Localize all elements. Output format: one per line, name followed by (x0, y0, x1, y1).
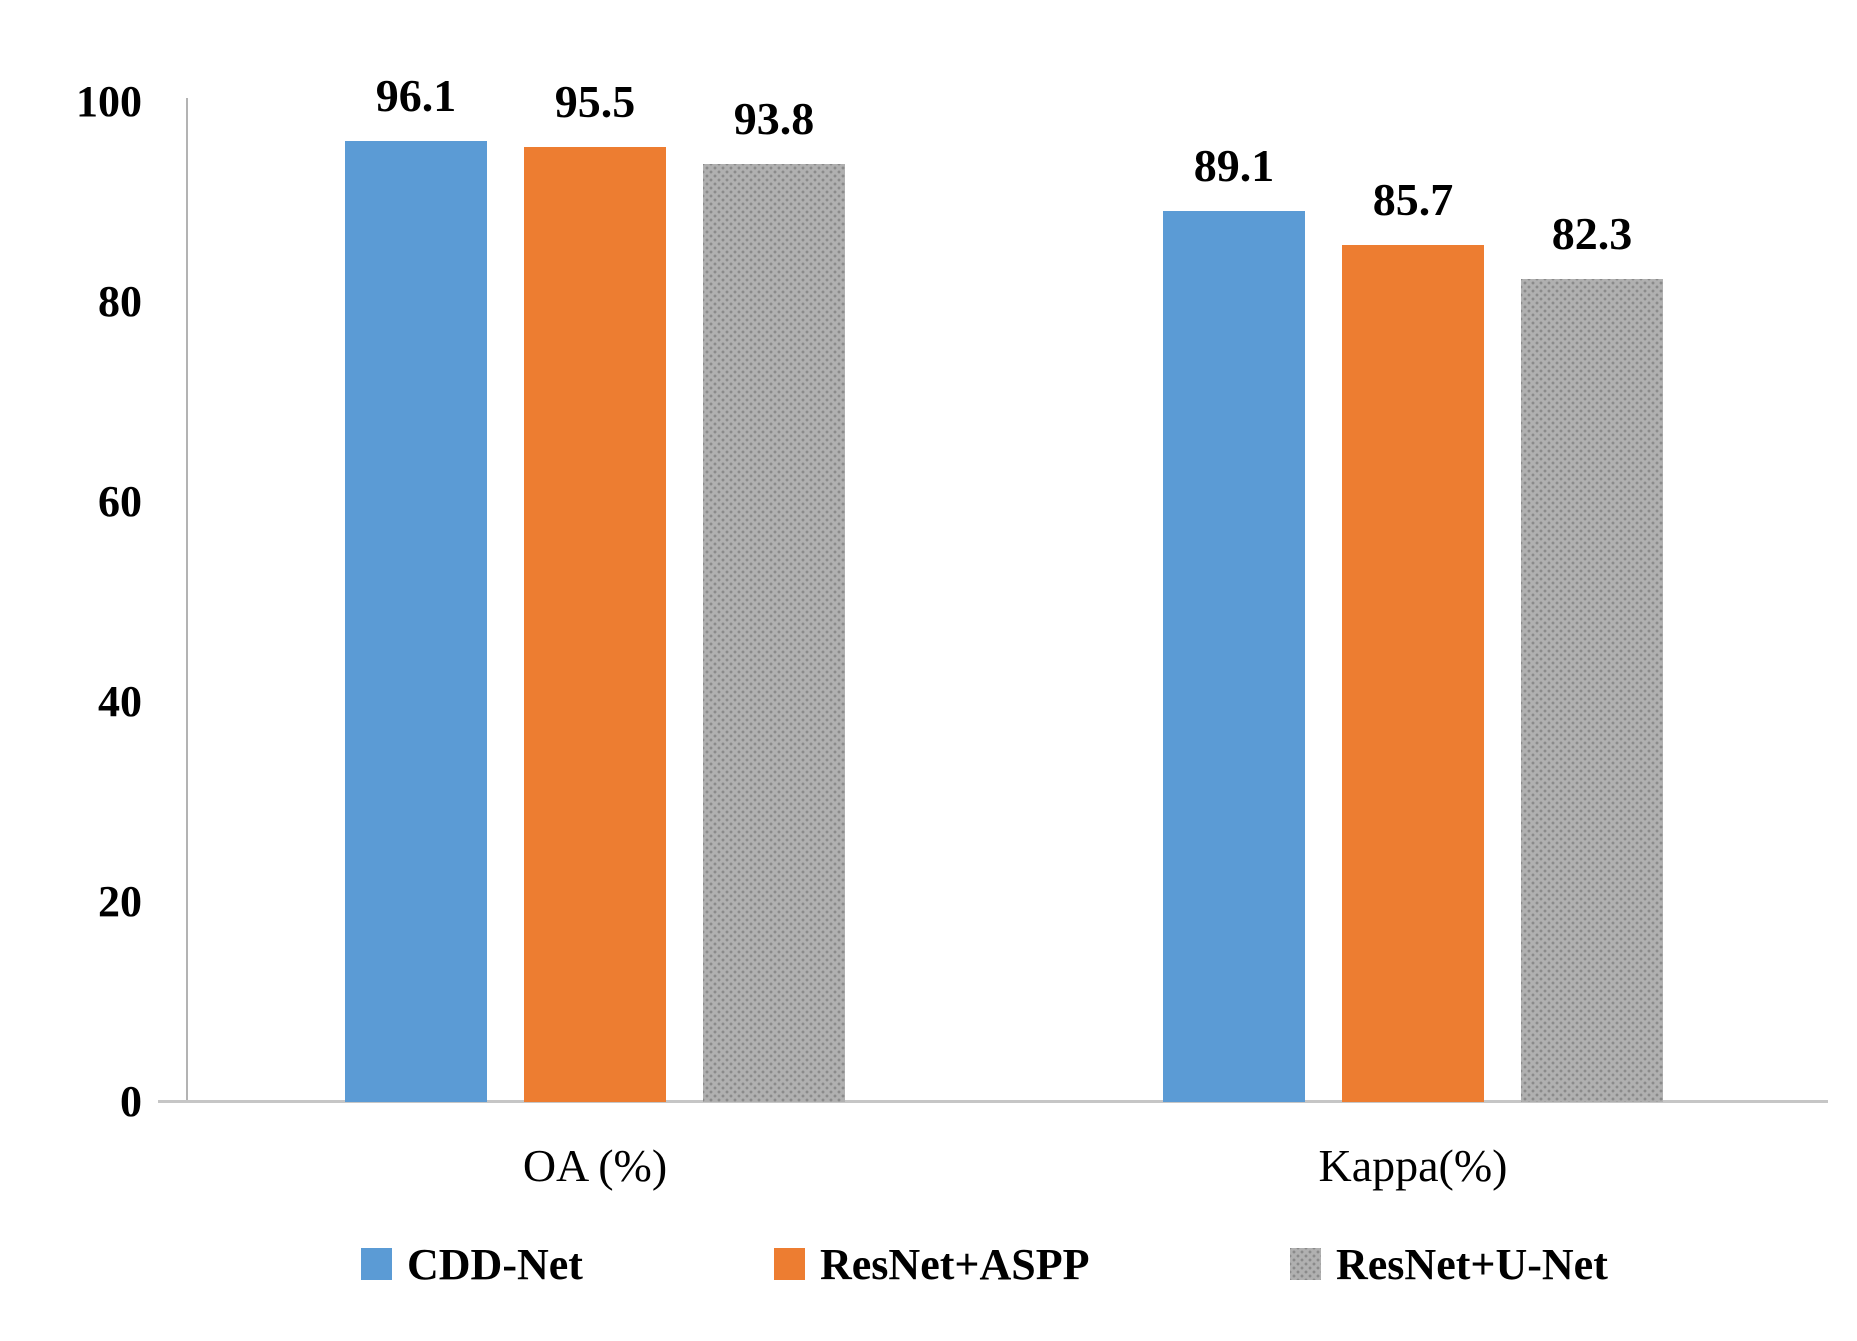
legend-swatch-icon (1290, 1248, 1321, 1280)
bar-value-label: 85.7 (1372, 174, 1454, 225)
bar-cdd-net-oa (345, 141, 487, 1102)
bar-value-label: 95.5 (554, 76, 636, 127)
y-tick-label: 20 (98, 877, 142, 926)
bar-resnet-u-net-oa (703, 164, 845, 1102)
y-axis-line (186, 98, 188, 1102)
y-tick-label: 80 (98, 277, 142, 326)
bar-value-label: 82.3 (1551, 208, 1633, 259)
bar-value-label: 89.1 (1193, 140, 1275, 191)
legend-swatch-icon (361, 1248, 392, 1280)
legend-swatch-icon (774, 1248, 805, 1280)
bar-value-label: 96.1 (375, 70, 457, 121)
y-tick-label: 60 (98, 477, 142, 526)
category-label-oa: OA (%) (522, 1140, 668, 1191)
legend-label: CDD-Net (407, 1239, 583, 1289)
legend-item-resnet-aspp: ResNet+ASPP (774, 1238, 1089, 1290)
y-tick-label: 0 (120, 1077, 142, 1126)
bar-resnet-aspp-oa (524, 147, 666, 1102)
bar-cdd-net-kappa (1163, 211, 1305, 1102)
y-tick-label: 100 (76, 77, 142, 126)
legend-label: ResNet+U-Net (1336, 1239, 1608, 1289)
legend-item-cdd-net: CDD-Net (361, 1238, 583, 1290)
bar-resnet-u-net-kappa (1521, 279, 1663, 1102)
bar-value-label: 93.8 (733, 93, 815, 144)
legend-label: ResNet+ASPP (820, 1239, 1090, 1289)
y-tick-label: 40 (98, 677, 142, 726)
bar-resnet-aspp-kappa (1342, 245, 1484, 1102)
legend-item-resnet-u-net: ResNet+U-Net (1290, 1238, 1608, 1290)
x-axis-line (158, 1100, 1828, 1103)
category-label-kappa: Kappa(%) (1318, 1140, 1508, 1191)
